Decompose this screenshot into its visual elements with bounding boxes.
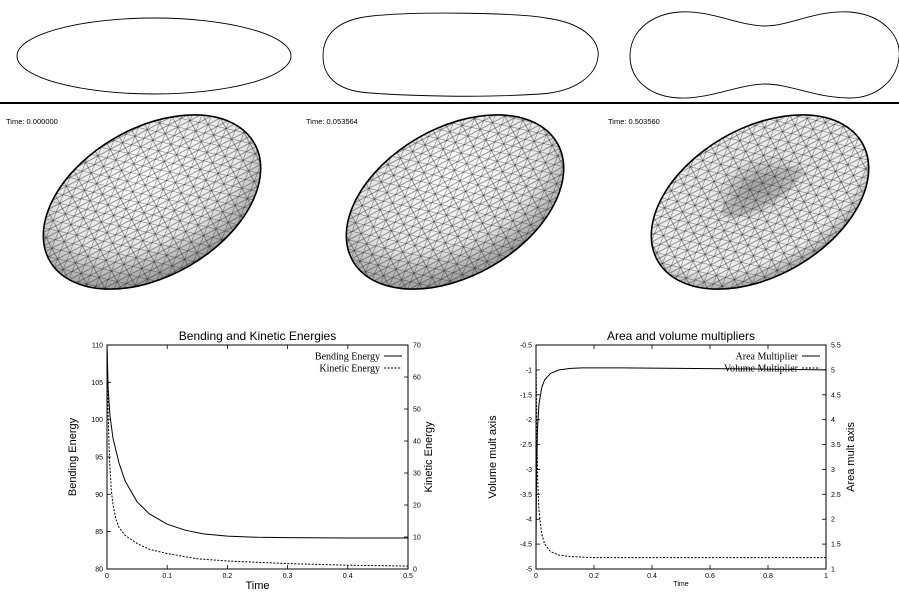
y2-tick-label: 1.5 [831,542,841,549]
plot-frame [106,344,409,570]
y-tick-label: -2.5 [520,442,532,449]
legend-label-1: Area Multiplier [736,352,799,363]
y-tick-label: -4.5 [520,542,532,549]
y2-tick-label: 70 [413,343,421,350]
x-tick-label: 0.4 [343,573,353,580]
y2-tick-label: 3 [831,467,835,474]
chart-title: Bending and Kinetic Energies [179,329,336,343]
x-tick-label: 0.6 [705,573,715,580]
y2-tick-label: 20 [413,503,421,510]
series-line-2 [535,352,826,559]
y2-tick-label: 40 [413,439,421,446]
time-label-1: Time: 0.000000 [6,117,58,126]
y-tick-label: 105 [91,380,103,387]
x-tick-label: 0.1 [162,573,172,580]
y2-tick-label: 3.5 [831,442,841,449]
y2-tick-label: 50 [413,407,421,414]
y-tick-label: 110 [92,343,103,350]
contour-capsule [322,12,599,97]
legend-label-2: Volume Multiplier [724,364,799,375]
y2-tick-label: 0 [413,567,417,574]
legend-label-1: Bending Energy [315,352,380,363]
x-tick-label: 0.8 [763,573,773,580]
x-axis-label: Time [673,581,688,588]
y-axis-label: Volume mult axis [487,415,499,499]
y2-tick-label: 5.5 [831,343,841,350]
mesh-vesicle-2 [315,106,595,306]
mesh-row [12,106,899,306]
y-tick-label: 100 [91,417,103,424]
y-tick-label: -3.5 [520,492,532,499]
contour-ellipse [16,17,292,95]
x-tick-label: 1 [824,573,828,580]
y2-tick-label: 10 [413,535,421,542]
time-label-2: Time: 0.053564 [306,117,358,126]
y-tick-label: -1 [526,367,532,374]
plot-frame [535,344,827,570]
x-tick-label: 0.4 [647,573,657,580]
x-tick-label: 0.5 [403,573,413,580]
y2-tick-label: 1 [831,567,835,574]
y-tick-label: -3 [526,467,532,474]
y2-axis-label: Kinetic Energy [423,421,435,492]
x-tick-label: 0 [105,573,109,580]
multiplier-chart: Area and volume multipliers 0 0.2 0.4 0.6 0.8… [487,329,857,588]
series-line-2 [106,344,409,567]
chart-title: Area and volume multipliers [607,329,755,343]
y2-tick-label: 5 [831,367,835,374]
y2-tick-label: 2 [831,517,835,524]
contour-strip [0,11,899,104]
y2-tick-label: 60 [413,375,421,382]
x-axis-label: Time [245,580,269,592]
y2-axis-label: Area mult axis [845,422,857,492]
time-label-3: Time: 0.503560 [608,117,660,126]
y-tick-label: 80 [95,567,103,574]
energy-chart: Bending and Kinetic Energies 0 0.1 0.2 0.3 0.… [67,329,435,592]
series-line-1 [535,367,827,550]
y-tick-label: -1.5 [520,392,532,399]
y-tick-label: -4 [526,517,532,524]
y2-tick-label: 2.5 [831,492,841,499]
mesh-vesicle-1 [12,106,292,306]
y-tick-label: -2 [526,417,532,424]
legend-label-2: Kinetic Energy [319,364,380,375]
y-tick-label: -5 [526,567,532,574]
series-line-1 [106,344,408,539]
x-tick-label: 0.2 [589,573,599,580]
y-tick-label: 95 [95,455,103,462]
x-tick-label: 0 [534,573,538,580]
y2-tick-label: 4.5 [831,392,841,399]
y-tick-label: 85 [95,529,103,536]
x-tick-label: 0.3 [283,573,293,580]
y-tick-label: -0.5 [520,343,532,350]
y2-tick-label: 4 [831,417,835,424]
y-axis-label: Bending Energy [67,417,79,496]
y2-tick-label: 30 [413,471,421,478]
mesh-vesicle-3 [620,106,899,306]
x-tick-label: 0.2 [223,573,233,580]
y-tick-label: 90 [95,492,103,499]
contour-peanut [629,11,899,99]
